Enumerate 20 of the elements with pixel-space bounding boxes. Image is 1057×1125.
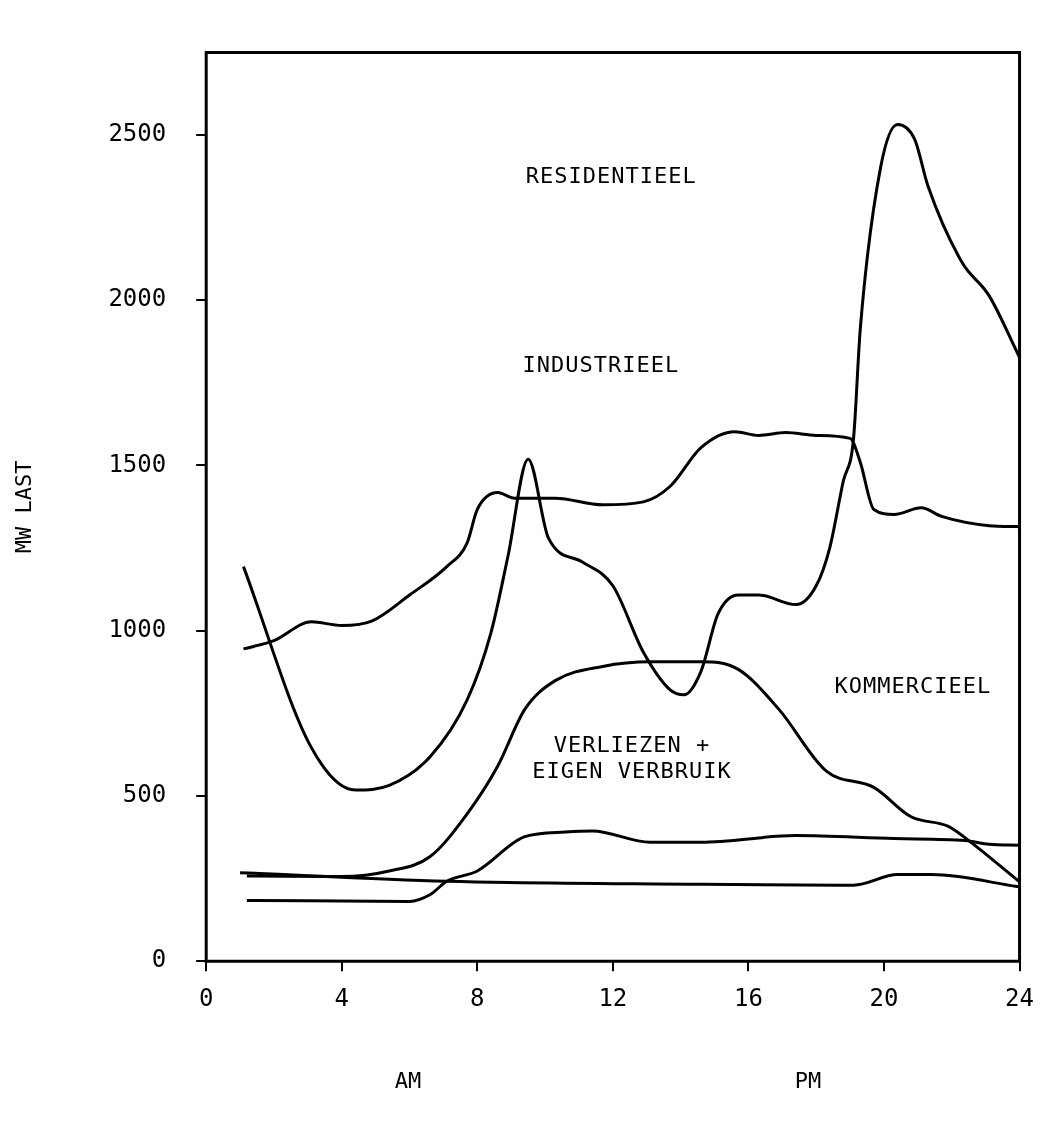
- text: AM: [394, 1068, 422, 1093]
- annotation: INDUSTRIEEL: [522, 352, 680, 378]
- annotation: RESIDENTIEEL: [525, 163, 697, 190]
- y-tick-label: 1000: [108, 614, 167, 643]
- x-tick-label: 20: [869, 983, 899, 1012]
- x-tick-label: 0: [198, 983, 214, 1012]
- x-tick-label: 8: [470, 983, 485, 1012]
- x-tick-label: 16: [733, 983, 763, 1012]
- annotation: KOMMERCIEEL: [834, 673, 992, 700]
- annotation: VERLIEZEN + EIGEN VERBRUIK: [531, 731, 733, 784]
- y-axis-title: MW LAST: [10, 460, 36, 554]
- y-tick-label: 2500: [108, 119, 167, 148]
- x-tick-label: 24: [1005, 983, 1034, 1012]
- x-tick-label: 12: [598, 983, 628, 1012]
- y-tick-label: 0: [151, 945, 167, 974]
- y-tick-label: 1500: [108, 449, 167, 478]
- y-tick-label: 500: [122, 780, 167, 809]
- x-tick-label: 4: [334, 983, 349, 1012]
- text: PM: [794, 1068, 822, 1093]
- y-tick-label: 2000: [108, 284, 167, 313]
